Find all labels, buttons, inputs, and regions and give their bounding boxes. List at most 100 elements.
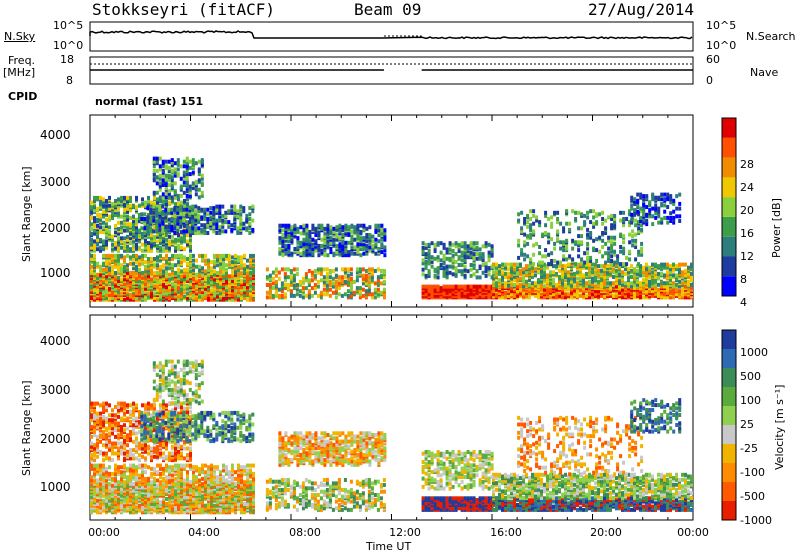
- heatmap-cell: [663, 215, 667, 220]
- heatmap-cell: [544, 210, 548, 215]
- heatmap-cell: [651, 262, 654, 267]
- heatmap-cell: [179, 204, 183, 209]
- heatmap-cell: [90, 245, 93, 250]
- heatmap-cell: [168, 266, 171, 271]
- heatmap-cell: [341, 225, 345, 230]
- heatmap-cell: [520, 210, 524, 215]
- heatmap-cell: [612, 275, 615, 279]
- heatmap-cell: [310, 286, 314, 291]
- heatmap-cell: [562, 226, 566, 231]
- heatmap-cell: [487, 250, 491, 255]
- heatmap-cell: [325, 267, 329, 272]
- heatmap-cell: [460, 284, 464, 289]
- heatmap-cell: [577, 226, 581, 231]
- heatmap-cell: [460, 241, 464, 246]
- heatmap-cell: [631, 238, 635, 243]
- heatmap-cell: [132, 222, 135, 227]
- heatmap-cell: [382, 279, 386, 284]
- heatmap-cell: [147, 248, 150, 253]
- heatmap-cell: [195, 275, 198, 280]
- heatmap-cell: [580, 240, 584, 245]
- heatmap-cell: [642, 278, 645, 283]
- heatmap-cell: [165, 269, 168, 274]
- heatmap-cell: [120, 199, 123, 203]
- heatmap-cell: [203, 207, 207, 212]
- heatmap-cell: [299, 231, 303, 236]
- heatmap-cell: [442, 242, 446, 247]
- heatmap-cell: [120, 195, 123, 200]
- heatmap-cell: [362, 236, 366, 241]
- heatmap-cell: [625, 262, 629, 267]
- heatmap-cell: [678, 289, 681, 294]
- heatmap-cell: [152, 215, 156, 220]
- heatmap-cell: [642, 194, 646, 199]
- heatmap-cell: [195, 272, 198, 277]
- heatmap-cell: [376, 275, 380, 280]
- heatmap-cell: [230, 209, 234, 214]
- heatmap-cell: [216, 271, 219, 275]
- heatmap-cell: [377, 247, 381, 251]
- heatmap-cell: [634, 238, 638, 243]
- heatmap-cell: [532, 262, 536, 267]
- heatmap-cell: [185, 156, 189, 161]
- heatmap-cell: [469, 250, 473, 255]
- heatmap-cell: [651, 214, 655, 219]
- heatmap-cell: [377, 239, 381, 244]
- heatmap-cell: [690, 262, 693, 267]
- heatmap-cell: [188, 227, 192, 232]
- heatmap-cell: [138, 258, 141, 263]
- heatmap-cell: [364, 269, 368, 273]
- heatmap-cell: [111, 234, 114, 239]
- heatmap-cell: [681, 270, 684, 275]
- heatmap-cell: [206, 231, 210, 235]
- heatmap-cell: [325, 272, 329, 277]
- heatmap-cell: [249, 266, 252, 271]
- heatmap-cell: [126, 248, 129, 253]
- heatmap-cell: [355, 267, 359, 272]
- heatmap-cell: [147, 199, 150, 203]
- heatmap-cell: [126, 214, 129, 219]
- heatmap-cell: [198, 253, 201, 258]
- heatmap-cell: [532, 221, 536, 226]
- heatmap-cell: [171, 239, 174, 244]
- heatmap-cell: [243, 263, 246, 268]
- heatmap-cell: [146, 215, 150, 220]
- heatmap-cell: [248, 206, 252, 211]
- heatmap-cell: [552, 270, 555, 275]
- heatmap-cell: [123, 203, 126, 208]
- heatmap-cell: [144, 239, 147, 244]
- heatmap-cell: [600, 268, 603, 273]
- heatmap-cell: [161, 192, 165, 197]
- heatmap-cell: [328, 287, 332, 292]
- heatmap-cell: [574, 240, 578, 245]
- heatmap-cell: [138, 255, 141, 260]
- heatmap-cell: [173, 167, 177, 172]
- heatmap-cell: [463, 284, 467, 289]
- heatmap-cell: [141, 289, 144, 294]
- heatmap-cell: [126, 217, 129, 222]
- heatmap-cell: [132, 257, 135, 261]
- heatmap-cell: [117, 282, 120, 287]
- heatmap-cell: [171, 257, 174, 261]
- heatmap-cell: [580, 234, 584, 239]
- heatmap-cell: [231, 260, 234, 265]
- heatmap-cell: [96, 261, 99, 266]
- heatmap-cell: [535, 241, 539, 246]
- heatmap-cell: [675, 273, 678, 278]
- heatmap-cell: [504, 281, 507, 286]
- heatmap-cell: [567, 270, 570, 275]
- heatmap-cell: [654, 262, 657, 267]
- heatmap-cell: [478, 284, 482, 289]
- heatmap-cell: [687, 279, 690, 284]
- heatmap-cell: [481, 270, 485, 275]
- heatmap-cell: [123, 297, 126, 302]
- heatmap-cell: [379, 273, 383, 278]
- heatmap-cell: [293, 223, 297, 228]
- heatmap-cell: [165, 237, 168, 242]
- heatmap-cell: [292, 273, 296, 278]
- heatmap-cell: [358, 267, 362, 272]
- heatmap-cell: [283, 272, 287, 277]
- heatmap-cell: [589, 220, 593, 225]
- heatmap-cell: [188, 159, 192, 164]
- heatmap-cell: [319, 267, 323, 272]
